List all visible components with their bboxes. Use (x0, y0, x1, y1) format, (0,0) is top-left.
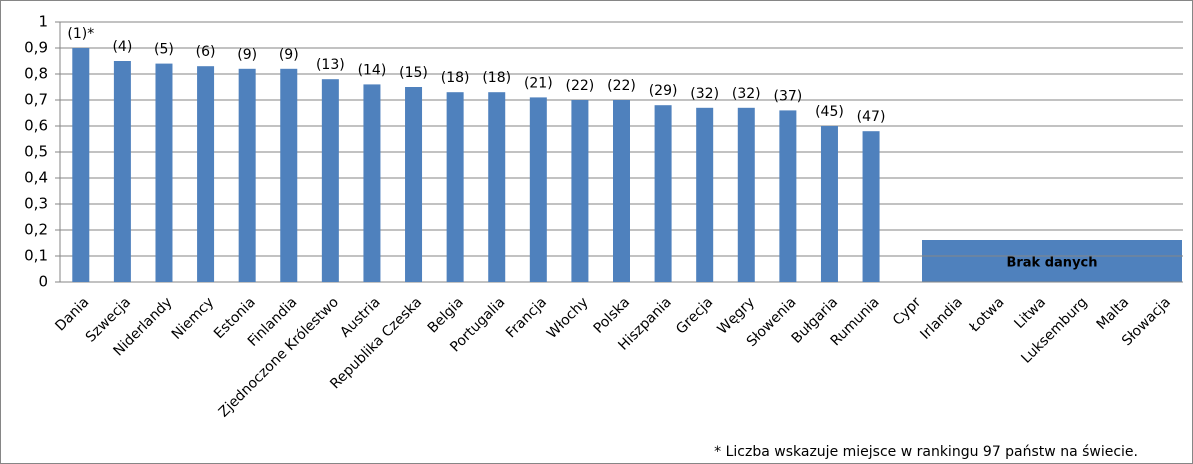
bar (280, 68, 298, 282)
footnote: * Liczba wskazuje miejsce w rankingu 97 … (714, 444, 1138, 460)
rank-label: (15) (399, 65, 428, 81)
bar (72, 48, 90, 282)
y-tick-label: 0,7 (24, 91, 48, 109)
bar (820, 126, 838, 282)
y-tick-label: 0,5 (24, 143, 48, 161)
rank-label: (37) (773, 88, 802, 104)
rank-label: (18) (441, 70, 470, 86)
rank-label: (32) (732, 86, 761, 102)
bar (654, 105, 672, 282)
rank-label: (22) (566, 78, 595, 94)
y-tick-label: 0,6 (24, 117, 48, 135)
y-tick-label: 0,9 (24, 39, 48, 57)
y-tick-label: 1 (38, 13, 48, 31)
rank-label: (9) (237, 47, 257, 63)
y-tick-label: 0 (38, 273, 48, 291)
bar (737, 107, 755, 282)
bar (405, 87, 423, 282)
bar (862, 131, 880, 282)
bar (488, 92, 506, 282)
y-tick-label: 0,2 (24, 221, 48, 239)
rank-label: (21) (524, 75, 553, 91)
bar (197, 66, 215, 282)
rank-label: (18) (482, 70, 511, 86)
rank-label: (29) (649, 83, 678, 99)
rank-label: (13) (316, 57, 345, 73)
y-tick-label: 0,3 (24, 195, 48, 213)
bar (238, 68, 256, 282)
rank-label: (6) (196, 44, 216, 60)
bar (113, 61, 131, 282)
rank-label: (32) (690, 86, 719, 102)
y-tick-label: 0,8 (24, 65, 48, 83)
rank-label: (22) (607, 78, 636, 94)
bar (321, 79, 339, 282)
bar (779, 110, 797, 283)
bar (613, 100, 630, 282)
rank-label: (45) (815, 104, 844, 120)
rank-label: (4) (112, 39, 132, 55)
rank-label: (9) (279, 47, 299, 63)
rank-label: (5) (154, 42, 174, 58)
rank-label: (47) (857, 109, 886, 125)
bar (363, 84, 381, 283)
rank-label: (14) (358, 62, 387, 78)
no-data-label: Brak danych (1006, 256, 1097, 271)
y-tick-label: 0,1 (24, 247, 48, 265)
y-tick-label: 0,4 (24, 169, 48, 187)
bar (155, 63, 173, 282)
bar (529, 97, 547, 283)
no-data-box (922, 240, 1182, 282)
bar (446, 92, 464, 282)
rank-label: (1)* (67, 26, 94, 42)
bar (696, 107, 714, 282)
bar (571, 100, 589, 282)
